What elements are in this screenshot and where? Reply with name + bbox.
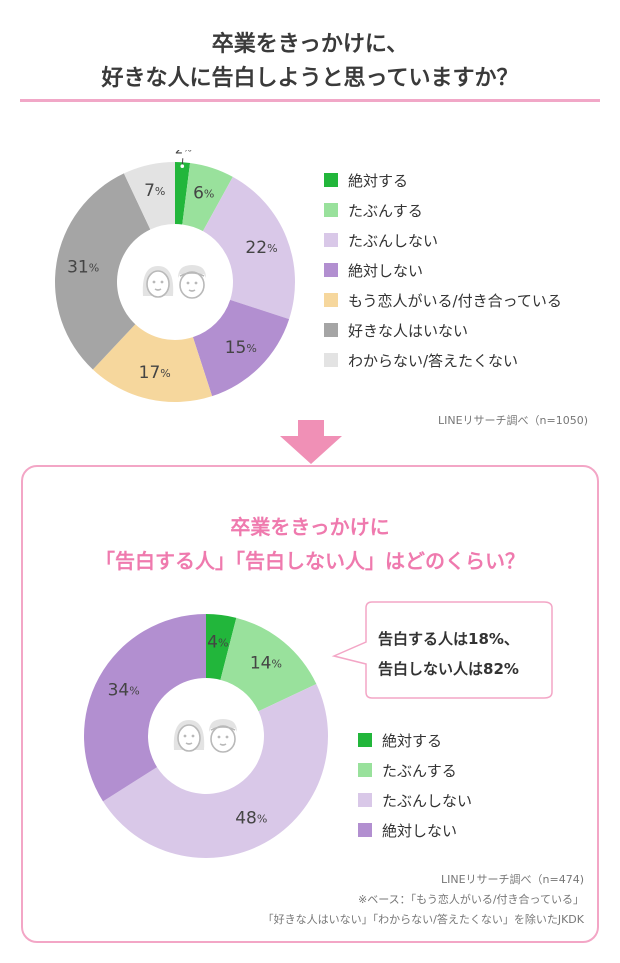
callout-line1: 告白する人は18%、 [378, 630, 519, 648]
slice-label: 2% [175, 150, 192, 157]
donut-hole [118, 225, 232, 339]
donut-chart-2: 4% 14% 48% 34% [84, 614, 328, 858]
source-note-2: LINEリサーチ調べ（n=474) [440, 873, 584, 886]
page-title-line1: 卒業をきっかけに、 [211, 32, 409, 57]
base-note-line2: 「好きな人はいない」「わからない/答えたくない」を除いたJKDK [262, 913, 584, 926]
donut-slice [206, 614, 237, 680]
legend-item: 好きな人はいない [324, 315, 562, 345]
legend-label: わからない/答えたくない [348, 351, 519, 370]
donut-slice [123, 162, 175, 230]
title-divider [20, 99, 600, 102]
legend-swatch [358, 733, 372, 747]
couple-icon [173, 719, 237, 753]
slice-label: 31% [67, 257, 99, 277]
donut-slice [102, 684, 328, 858]
legend-item: 絶対しない [324, 255, 562, 285]
legend-swatch [324, 173, 338, 187]
slice-label: 34% [108, 681, 140, 701]
legend-label: たぶんする [382, 761, 457, 780]
legend-swatch [358, 793, 372, 807]
source-note-1: LINEリサーチ調べ（n=1050) [437, 414, 588, 427]
donut-slice [92, 324, 213, 402]
page-title-line2: 好きな人に告白しようと思っていますか？ [101, 66, 519, 91]
legend-swatch [324, 263, 338, 277]
legend-label: たぶんする [348, 201, 423, 220]
donut-slice [220, 617, 317, 712]
legend-swatch [358, 763, 372, 777]
slice-label: 15% [225, 338, 257, 358]
legend-swatch [324, 353, 338, 367]
panel-title: 卒業をきっかけに 「告白する人」「告白しない人」はどのくらい？ [0, 510, 620, 578]
panel-title-line2: 「告白する人」「告白しない人」はどのくらい？ [95, 549, 525, 573]
legend-label: 絶対しない [382, 821, 458, 840]
donut-slice [182, 162, 233, 232]
legend-swatch [324, 203, 338, 217]
slice-label: 48% [235, 808, 267, 828]
legend-2: 絶対するたぶんするたぶんしない 絶対しない [358, 725, 472, 845]
legend-item: たぶんしない [358, 785, 472, 815]
legend-label: たぶんしない [348, 231, 439, 250]
legend-item: たぶんする [324, 195, 562, 225]
legend-swatch [324, 293, 338, 307]
donut-slice [192, 299, 290, 397]
arrow-down-icon [280, 420, 342, 464]
legend-item: 絶対しない [358, 815, 472, 845]
legend-label: 好きな人はいない [348, 321, 469, 340]
slice-label: 22% [245, 238, 277, 258]
callout-text: 告白する人は18%、 告白しない人は82% [378, 624, 558, 684]
base-note-line1: ※ベース：「もう恋人がいる/付き合っている」 [358, 893, 584, 906]
legend-swatch [324, 323, 338, 337]
donut-slice [84, 614, 206, 802]
legend-swatch [324, 233, 338, 247]
slice-leader-dot [180, 164, 185, 169]
couple-icon [142, 265, 206, 299]
legend-item: もう恋人がいる/付き合っている [324, 285, 562, 315]
donut-slice [175, 162, 191, 225]
legend-label: 絶対する [382, 731, 443, 750]
legend-item: 絶対する [358, 725, 472, 755]
slice-label: 17% [139, 363, 171, 383]
legend-item: たぶんする [358, 755, 472, 785]
page-title: 卒業をきっかけに、 好きな人に告白しようと思っていますか？ [0, 28, 620, 96]
legend-item: わからない/答えたくない [324, 345, 562, 375]
slice-label: 7% [144, 181, 165, 201]
legend-label: たぶんしない [382, 791, 473, 810]
slice-label: 6% [193, 184, 214, 204]
donut-slice [202, 176, 295, 320]
slice-label: 4% [207, 633, 228, 653]
callout-bubble [331, 601, 553, 699]
donut-chart-1: 2% 6% 22% 15% 17% 31% 7% [54, 150, 295, 402]
legend-item: 絶対する [324, 165, 562, 195]
donut-slice [54, 173, 151, 370]
panel-title-line1: 卒業をきっかけに [230, 515, 390, 539]
legend-label: 絶対する [348, 171, 409, 190]
donut-hole [149, 679, 263, 793]
legend-1: 絶対するたぶんするたぶんしない 絶対しないもう恋人がいる/付き合っている 好きな人は… [324, 165, 562, 375]
slice-label: 14% [250, 654, 282, 674]
callout-line2: 告白しない人は82% [378, 660, 519, 678]
legend-label: 絶対しない [348, 261, 424, 280]
legend-item: たぶんしない [324, 225, 562, 255]
legend-swatch [358, 823, 372, 837]
legend-label: もう恋人がいる/付き合っている [348, 291, 562, 310]
